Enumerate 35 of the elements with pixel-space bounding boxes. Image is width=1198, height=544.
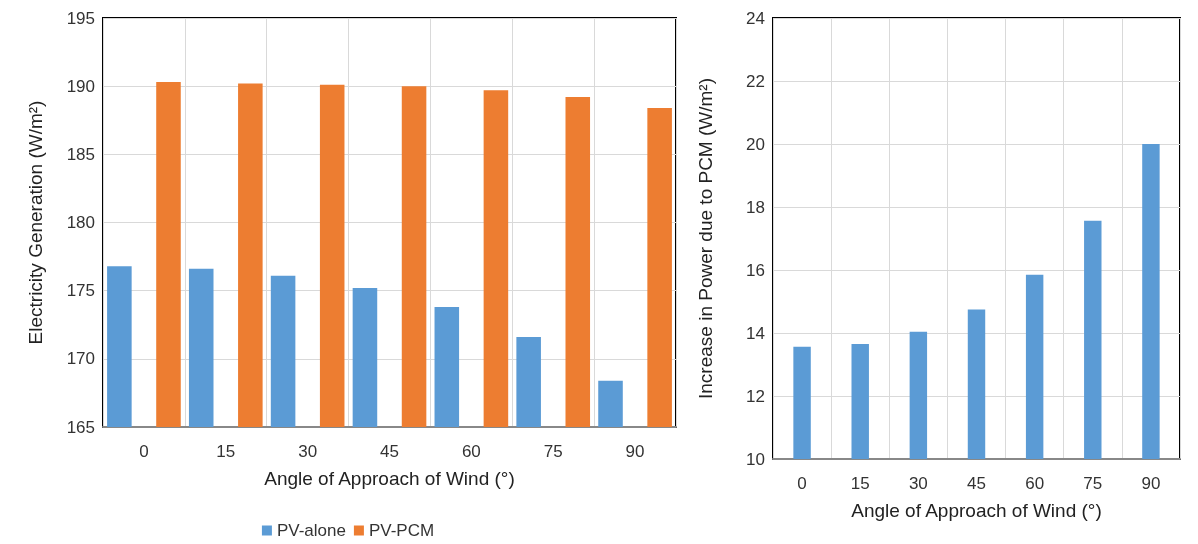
x-tick-label: 30: [908, 474, 928, 493]
x-tick-label: 75: [1083, 474, 1103, 493]
x-tick-label: 30: [298, 442, 318, 461]
y-tick-label: 18: [746, 197, 765, 217]
y-tick-label: 175: [66, 281, 95, 301]
y-axis-title: Increase in Power due to PCM (W/m²): [695, 78, 716, 399]
y-tick-label: 190: [66, 76, 95, 96]
legend-label: PV-alone: [276, 521, 346, 540]
legend-label: PV-PCM: [368, 521, 435, 540]
y-tick-label: 185: [66, 144, 95, 164]
y-tick-label: 12: [746, 386, 765, 406]
y-tick-label: 22: [746, 71, 765, 91]
y-tick-label: 20: [746, 134, 765, 154]
x-tick-label: 45: [380, 442, 399, 461]
x-tick-label: 90: [1141, 474, 1161, 493]
x-tick-label: 60: [461, 442, 481, 461]
x-tick-label: 0: [797, 474, 807, 493]
y-tick-label: 14: [746, 323, 765, 343]
y-tick-label: 180: [66, 213, 95, 232]
x-tick-label: 45: [967, 474, 986, 493]
x-tick-label: 0: [139, 442, 149, 461]
x-axis-title: Angle of Approach of Wind (°): [851, 500, 1102, 521]
y-tick-label: 170: [66, 349, 95, 369]
x-tick-label: 15: [850, 474, 870, 493]
y-tick-label: 10: [746, 449, 765, 469]
x-tick-label: 75: [543, 442, 563, 461]
y-tick-label: 24: [746, 8, 765, 28]
x-tick-label: 90: [625, 442, 645, 461]
y-tick-label: 16: [746, 260, 765, 280]
x-tick-label: 60: [1025, 474, 1045, 493]
x-tick-label: 15: [216, 442, 236, 461]
y-axis-title: Electricity Generation (W/m²): [25, 100, 46, 345]
x-axis-title: Angle of Approach of Wind (°): [264, 468, 515, 489]
y-tick-label: 195: [66, 8, 95, 28]
y-tick-label: 165: [66, 417, 95, 437]
